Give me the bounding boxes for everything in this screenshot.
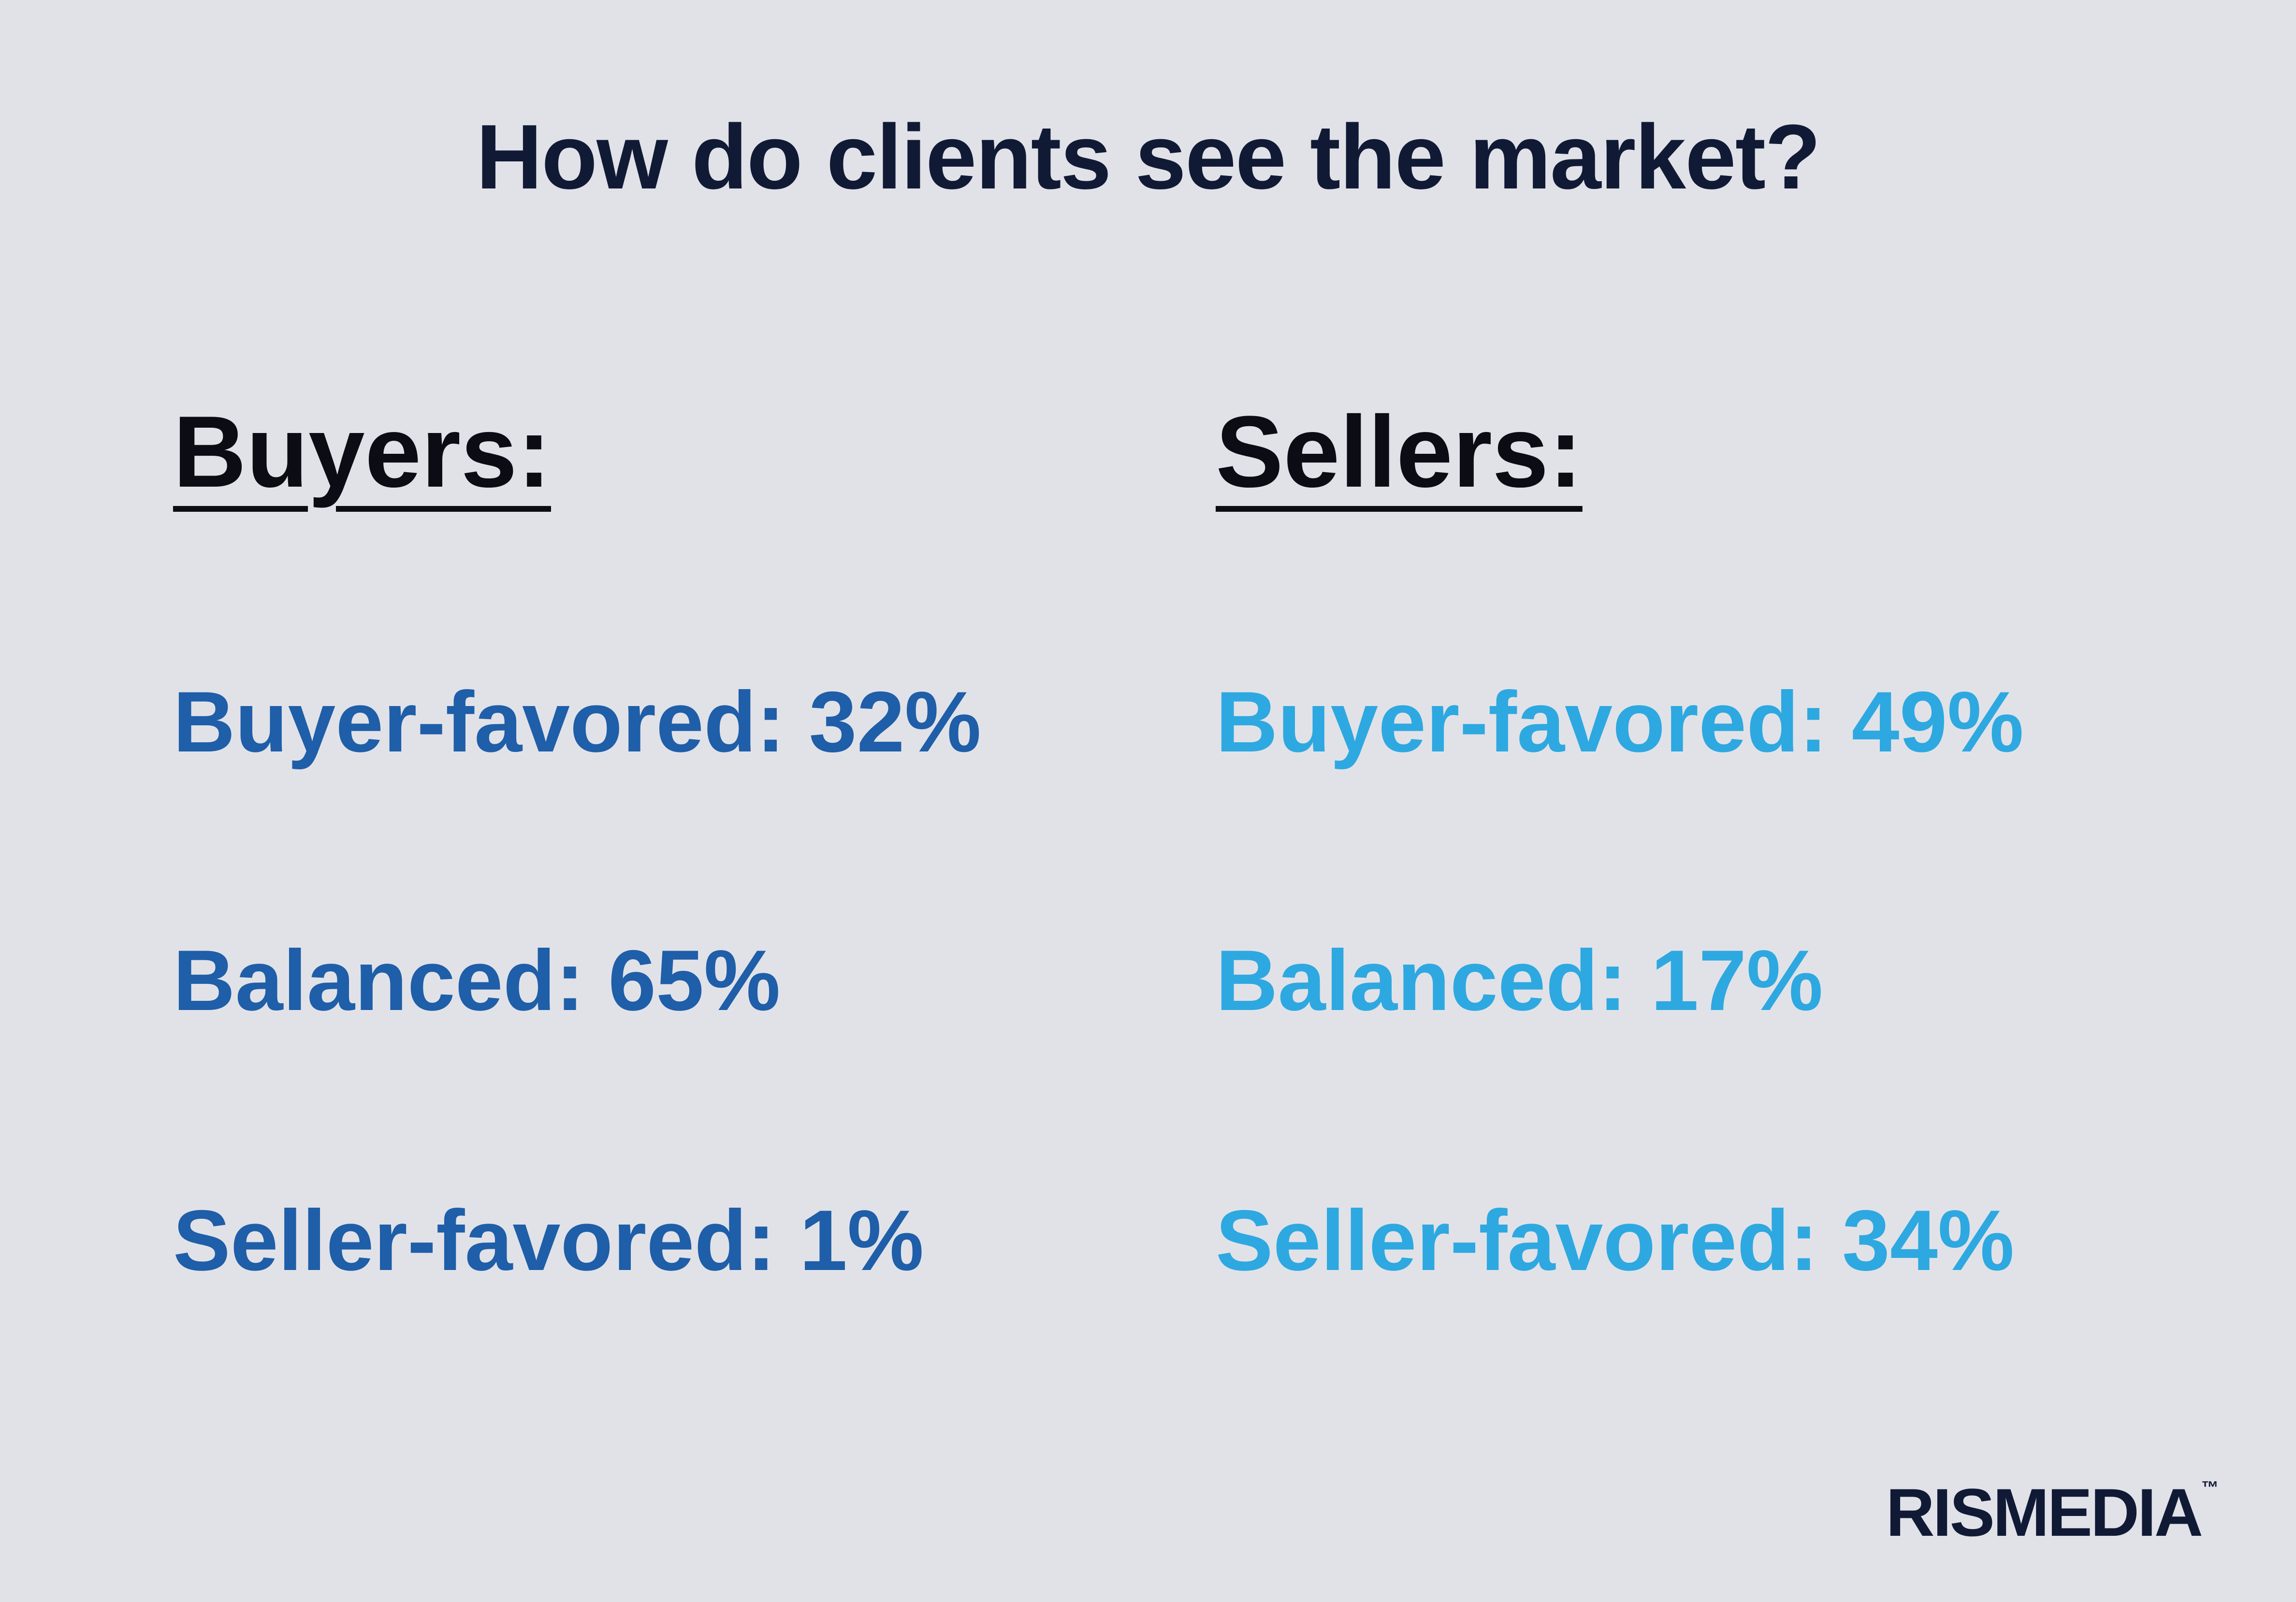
stat-row: Seller-favored: 34% [1216,1198,2014,1284]
stat-label: Balanced: [1216,932,1627,1028]
stat-label: Buyer-favored: [1216,674,1828,770]
stat-row: Buyer-favored: 32% [173,679,981,765]
stat-value: 1% [799,1192,924,1288]
logo-mark: ™ [2201,1477,2219,1497]
stat-row: Buyer-favored: 49% [1216,679,2024,765]
title: How do clients see the market? [476,106,1821,208]
stat-row: Balanced: 17% [1216,938,1823,1024]
stat-value: 34% [1842,1192,2015,1288]
column-heading: Buyers: [173,395,551,508]
logo: RISMEDIA™ [1886,1479,2219,1546]
stat-row: Balanced: 65% [173,938,780,1024]
stat-row: Seller-favored: 1% [173,1198,924,1284]
stat-value: 49% [1851,674,2024,770]
stat-label: Seller-favored: [173,1192,776,1288]
stat-label: Balanced: [173,932,584,1028]
stat-value: 32% [809,674,981,770]
stat-value: 17% [1651,932,1823,1028]
stat-label: Seller-favored: [1216,1192,1818,1288]
logo-text: RISMEDIA [1886,1474,2203,1550]
column-heading: Sellers: [1216,395,1583,508]
stat-value: 65% [608,932,781,1028]
stat-label: Buyer-favored: [173,674,785,770]
